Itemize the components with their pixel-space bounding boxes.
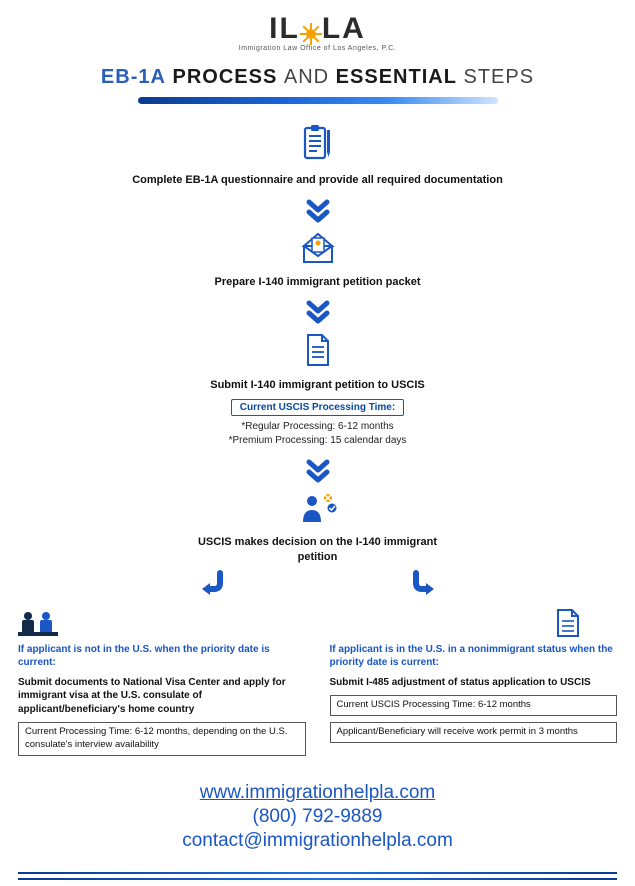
document-icon bbox=[330, 608, 618, 643]
step-3: Submit I-140 immigrant petition to USCIS… bbox=[18, 333, 617, 448]
title-seg-3: AND bbox=[284, 66, 329, 88]
branch-left: If applicant is not in the U.S. when the… bbox=[18, 608, 306, 756]
branch-right-condition: If applicant is in the U.S. in a nonimmi… bbox=[330, 643, 618, 670]
step-1-text: Complete EB-1A questionnaire and provide… bbox=[18, 173, 617, 188]
arrow-down-right-icon bbox=[408, 569, 436, 602]
branch-right-box1: Current USCIS Processing Time: 6-12 mont… bbox=[330, 695, 618, 716]
flowchart: Complete EB-1A questionnaire and provide… bbox=[18, 124, 617, 756]
step-2-text: Prepare I-140 immigrant petition packet bbox=[18, 275, 617, 290]
title-seg-4: ESSENTIAL bbox=[336, 66, 457, 88]
logo-suffix: LA bbox=[322, 12, 366, 45]
logo-prefix: IL bbox=[269, 12, 300, 45]
sun-icon bbox=[298, 21, 324, 47]
title-seg-2: PROCESS bbox=[173, 66, 278, 88]
officer-decision-icon bbox=[298, 492, 338, 529]
chevron-down-icon bbox=[18, 458, 617, 484]
branch-left-box: Current Processing Time: 6-12 months, de… bbox=[18, 722, 306, 756]
step-4: USCIS makes decision on the I-140 immigr… bbox=[18, 492, 617, 565]
envelope-open-icon bbox=[300, 232, 336, 269]
brand-logo: IL LA Immigration Law Office of Los Ange… bbox=[18, 12, 617, 52]
processing-time-pill: Current USCIS Processing Time: bbox=[231, 399, 404, 416]
step-2: Prepare I-140 immigrant petition packet bbox=[18, 232, 617, 290]
document-icon bbox=[304, 333, 332, 372]
footer-url[interactable]: www.immigrationhelpla.com bbox=[200, 782, 435, 803]
footer: www.immigrationhelpla.com (800) 792-9889… bbox=[18, 782, 617, 852]
title-seg-5: STEPS bbox=[463, 66, 534, 88]
footer-rule bbox=[18, 872, 617, 880]
branch-left-action: Submit documents to National Visa Center… bbox=[18, 676, 306, 717]
branch-right-box2: Applicant/Beneficiary will receive work … bbox=[330, 722, 618, 743]
step-4-text: USCIS makes decision on the I-140 immigr… bbox=[188, 535, 448, 565]
branches: If applicant is not in the U.S. when the… bbox=[18, 608, 617, 756]
branch-arrows bbox=[18, 569, 617, 602]
branch-left-condition: If applicant is not in the U.S. when the… bbox=[18, 643, 306, 670]
step-3-text: Submit I-140 immigrant petition to USCIS bbox=[18, 378, 617, 393]
arrow-down-left-icon bbox=[200, 569, 228, 602]
chevron-down-icon bbox=[18, 299, 617, 325]
branch-right-action: Submit I-485 adjustment of status applic… bbox=[330, 676, 618, 690]
step-3-sub2: *Premium Processing: 15 calendar days bbox=[18, 434, 617, 448]
page-title: EB-1A PROCESS AND ESSENTIAL STEPS bbox=[18, 66, 617, 89]
branch-right: If applicant is in the U.S. in a nonimmi… bbox=[330, 608, 618, 743]
interview-icon bbox=[18, 608, 306, 643]
page: IL LA Immigration Law Office of Los Ange… bbox=[0, 0, 635, 886]
clipboard-pen-icon bbox=[301, 124, 335, 167]
chevron-down-icon bbox=[18, 198, 617, 224]
title-seg-1: EB-1A bbox=[101, 66, 166, 89]
step-1: Complete EB-1A questionnaire and provide… bbox=[18, 124, 617, 188]
step-3-sub1: *Regular Processing: 6-12 months bbox=[18, 420, 617, 434]
footer-email: contact@immigrationhelpla.com bbox=[18, 830, 617, 852]
title-underline bbox=[138, 97, 498, 104]
footer-phone: (800) 792-9889 bbox=[18, 806, 617, 828]
